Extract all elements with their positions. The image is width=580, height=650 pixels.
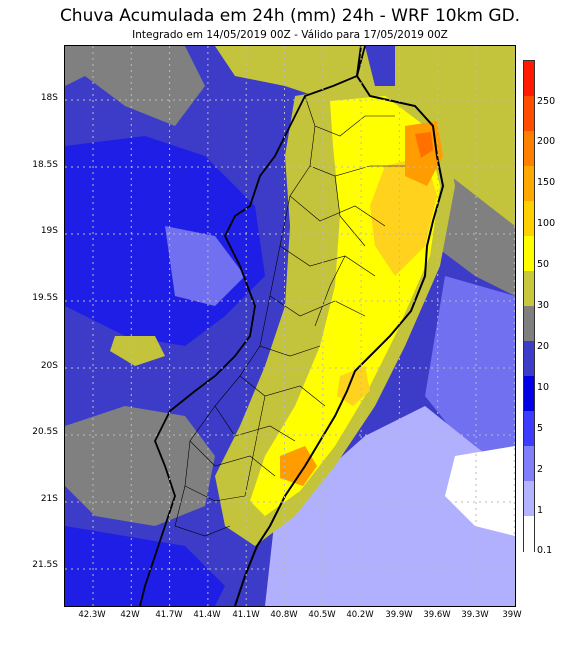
field-gray-south-west <box>65 406 215 526</box>
lon-label: 42W <box>120 610 140 620</box>
lon-label: 39.3W <box>461 610 489 620</box>
field-olive-west-patch <box>110 336 165 366</box>
lat-label: 18S <box>40 93 58 103</box>
color-scale-segment <box>524 201 534 237</box>
field-orange-core-south <box>280 446 317 486</box>
scale-label: 1 <box>537 505 544 516</box>
lat-label: 19.5S <box>32 293 58 303</box>
field-olive-ocean-ne <box>395 46 515 226</box>
lon-label: 41.4W <box>193 610 221 620</box>
field-lightblue-ocean-se <box>265 406 515 606</box>
scale-label: 200 <box>537 136 556 147</box>
color-scale-segment <box>524 306 534 342</box>
lat-label: 21S <box>40 494 58 504</box>
color-scale-segment <box>524 446 534 482</box>
scale-label: 100 <box>537 218 556 229</box>
field-blue-south-west <box>65 526 225 606</box>
scale-label: 0.1 <box>537 545 553 556</box>
field-gold-coastal <box>370 156 437 276</box>
color-scale-segment <box>524 376 534 412</box>
map-title: Chuva Acumulada em 24h (mm) 24h - WRF 10… <box>59 6 521 26</box>
scale-label: 20 <box>537 341 550 352</box>
lat-label: 21.5S <box>32 560 58 570</box>
color-scale-segment <box>524 131 534 167</box>
lon-label: 41.7W <box>155 610 183 620</box>
lon-label: 41.1W <box>232 610 260 620</box>
lon-label: 40.8W <box>270 610 298 620</box>
scale-label: 150 <box>537 177 556 188</box>
color-scale-segment <box>524 236 534 272</box>
precipitation-map <box>64 45 516 607</box>
color-scale-segment <box>524 271 534 307</box>
map-subtitle: Integrado em 14/05/2019 00Z - Válido par… <box>132 29 448 41</box>
precipitation-field <box>65 46 515 606</box>
color-scale-segment <box>524 411 534 447</box>
lon-label: 42.3W <box>78 610 106 620</box>
lon-label: 39.6W <box>423 610 451 620</box>
lat-label: 18.5S <box>32 160 58 170</box>
lat-label: 20S <box>40 361 58 371</box>
lon-label: 40.2W <box>346 610 374 620</box>
scale-label: 50 <box>537 259 550 270</box>
color-scale-bar <box>523 60 535 552</box>
coastline <box>234 46 445 606</box>
field-white-ocean-se <box>445 446 515 536</box>
scale-label: 5 <box>537 423 544 434</box>
color-scale-segment <box>524 61 534 97</box>
lon-label: 39.9W <box>385 610 413 620</box>
color-scale-segment <box>524 481 534 517</box>
scale-label: 2 <box>537 464 544 475</box>
lat-label: 19S <box>40 226 58 236</box>
color-scale-segment <box>524 96 534 132</box>
state-border <box>139 46 366 606</box>
color-scale-segment <box>524 166 534 202</box>
scale-label: 10 <box>537 382 550 393</box>
field-midblue-interior <box>165 226 245 306</box>
color-scale-segment <box>524 516 534 552</box>
color-scale-segment <box>524 341 534 377</box>
field-midblue-ocean-east <box>425 276 515 466</box>
scale-label: 250 <box>537 96 556 107</box>
lon-label: 40.5W <box>308 610 336 620</box>
lon-label: 39W <box>502 610 522 620</box>
lat-label: 20.5S <box>32 427 58 437</box>
field-darkorange-core-north <box>415 132 433 158</box>
municipal-borders <box>174 95 405 537</box>
scale-label: 30 <box>537 300 550 311</box>
